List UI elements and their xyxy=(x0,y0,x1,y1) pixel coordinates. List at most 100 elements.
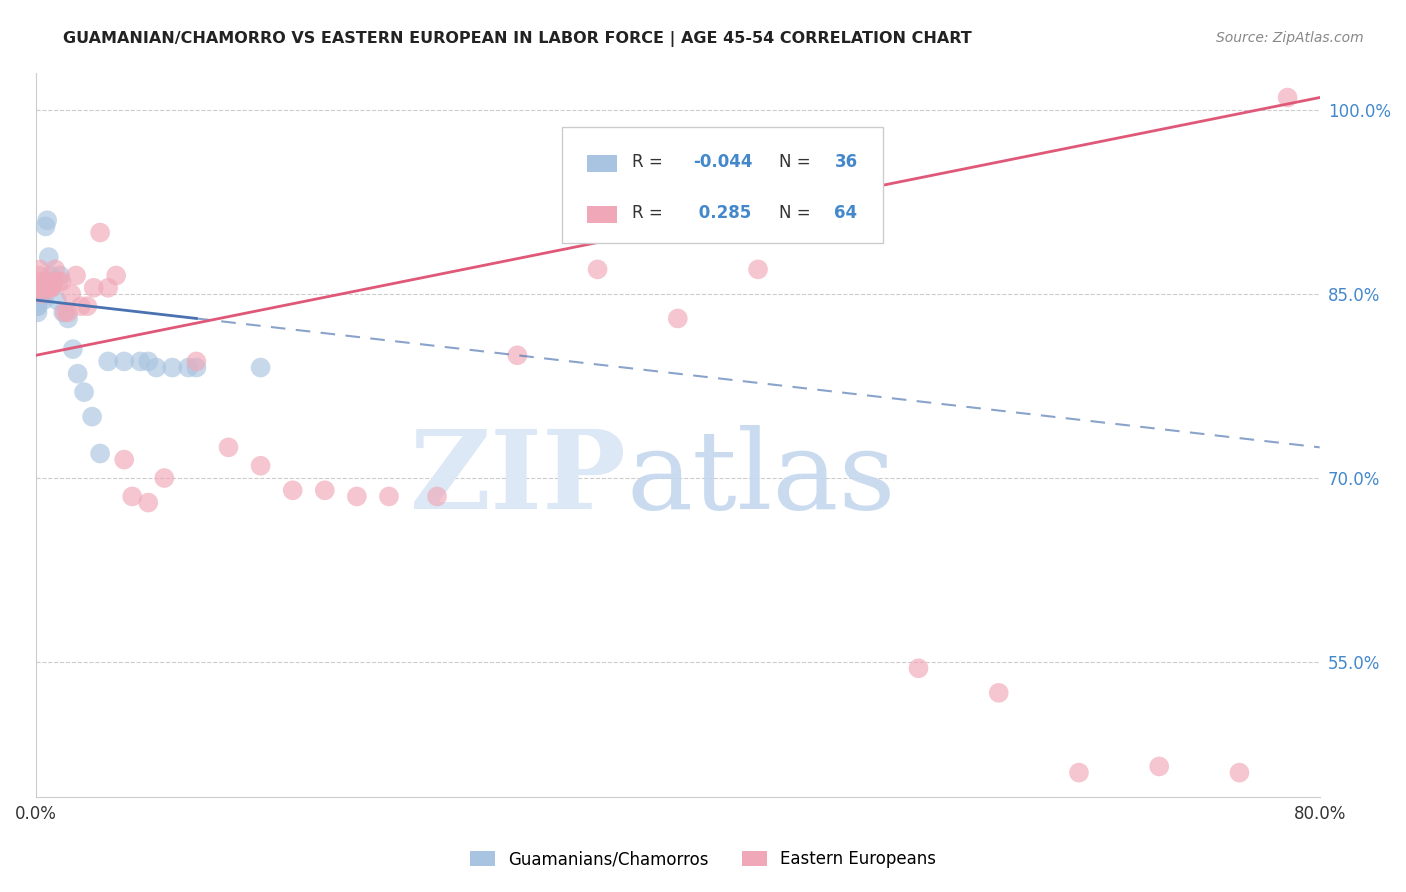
Point xyxy=(27,281,49,295)
Point xyxy=(506,348,529,362)
Point xyxy=(97,281,120,295)
Point xyxy=(162,360,184,375)
Point xyxy=(70,299,93,313)
Point xyxy=(97,354,120,368)
Point xyxy=(31,289,53,303)
Point xyxy=(1229,765,1251,780)
Point xyxy=(112,452,135,467)
Point xyxy=(62,342,84,356)
Point xyxy=(105,268,128,283)
Point xyxy=(112,354,135,368)
Text: -0.044: -0.044 xyxy=(693,153,752,171)
Point xyxy=(249,458,271,473)
Point xyxy=(37,281,59,295)
Text: 36: 36 xyxy=(834,153,858,171)
Point xyxy=(60,286,83,301)
Point xyxy=(27,305,49,319)
Point xyxy=(89,226,111,240)
Point xyxy=(66,367,89,381)
Point xyxy=(129,354,152,368)
Point xyxy=(51,275,73,289)
Point xyxy=(346,490,368,504)
Text: N =: N = xyxy=(779,153,815,171)
Point xyxy=(28,285,51,299)
Point xyxy=(42,275,65,289)
Point xyxy=(1277,90,1299,104)
Point xyxy=(121,490,143,504)
Point xyxy=(145,360,167,375)
Point xyxy=(136,495,159,509)
Point xyxy=(378,490,401,504)
Point xyxy=(25,281,48,295)
Point xyxy=(38,281,60,295)
Point xyxy=(31,286,53,301)
Text: R =: R = xyxy=(631,203,668,222)
Point xyxy=(45,293,67,307)
Point xyxy=(83,281,105,295)
Point xyxy=(1147,759,1170,773)
Point xyxy=(32,293,55,307)
Point xyxy=(32,281,55,295)
Legend: Guamanians/Chamorros, Eastern Europeans: Guamanians/Chamorros, Eastern Europeans xyxy=(463,844,943,875)
Point xyxy=(82,409,104,424)
FancyBboxPatch shape xyxy=(562,128,883,244)
Text: Source: ZipAtlas.com: Source: ZipAtlas.com xyxy=(1216,31,1364,45)
Point xyxy=(136,354,159,368)
Point xyxy=(31,286,53,301)
Point xyxy=(666,311,689,326)
Point xyxy=(30,286,52,301)
Point xyxy=(31,281,53,295)
Text: N =: N = xyxy=(779,203,815,222)
Point xyxy=(52,305,75,319)
Point xyxy=(65,268,87,283)
Point xyxy=(76,299,98,313)
Point xyxy=(426,490,449,504)
Point xyxy=(27,281,49,295)
Point xyxy=(89,446,111,460)
FancyBboxPatch shape xyxy=(586,205,617,223)
Point xyxy=(39,268,62,283)
Point xyxy=(25,293,48,307)
Text: GUAMANIAN/CHAMORRO VS EASTERN EUROPEAN IN LABOR FORCE | AGE 45-54 CORRELATION CH: GUAMANIAN/CHAMORRO VS EASTERN EUROPEAN I… xyxy=(63,31,972,47)
Point xyxy=(27,281,49,295)
Text: R =: R = xyxy=(631,153,668,171)
Point xyxy=(25,281,48,295)
Point xyxy=(56,305,79,319)
Point xyxy=(28,286,51,301)
Point xyxy=(186,354,208,368)
Point xyxy=(1067,765,1090,780)
Point xyxy=(44,262,66,277)
Text: ZIP: ZIP xyxy=(409,425,627,532)
Point xyxy=(42,275,65,289)
Point xyxy=(186,360,208,375)
Point xyxy=(38,250,60,264)
Point xyxy=(73,385,96,400)
Point xyxy=(314,483,336,498)
Point xyxy=(41,275,63,289)
Point xyxy=(53,305,76,319)
Point xyxy=(56,311,79,326)
Point xyxy=(28,286,51,301)
Point xyxy=(34,219,56,234)
Point xyxy=(747,262,769,277)
Point xyxy=(41,281,63,295)
Point xyxy=(28,268,51,283)
Text: 64: 64 xyxy=(834,203,858,222)
Point xyxy=(218,440,240,454)
Point xyxy=(249,360,271,375)
Point xyxy=(281,483,304,498)
Point xyxy=(987,686,1010,700)
Text: 0.285: 0.285 xyxy=(693,203,751,222)
Point xyxy=(586,262,609,277)
Point xyxy=(37,213,59,227)
FancyBboxPatch shape xyxy=(586,155,617,172)
Point xyxy=(27,293,49,307)
Point xyxy=(27,299,49,313)
Point xyxy=(28,262,51,277)
Point xyxy=(25,299,48,313)
Point xyxy=(39,281,62,295)
Text: atlas: atlas xyxy=(627,425,896,532)
Point xyxy=(907,661,929,675)
Point xyxy=(48,275,70,289)
Point xyxy=(49,268,72,283)
